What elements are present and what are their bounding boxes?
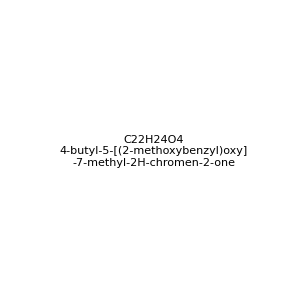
Text: C22H24O4
4-butyl-5-[(2-methoxybenzyl)oxy]
-7-methyl-2H-chromen-2-one: C22H24O4 4-butyl-5-[(2-methoxybenzyl)oxy… — [60, 135, 248, 168]
